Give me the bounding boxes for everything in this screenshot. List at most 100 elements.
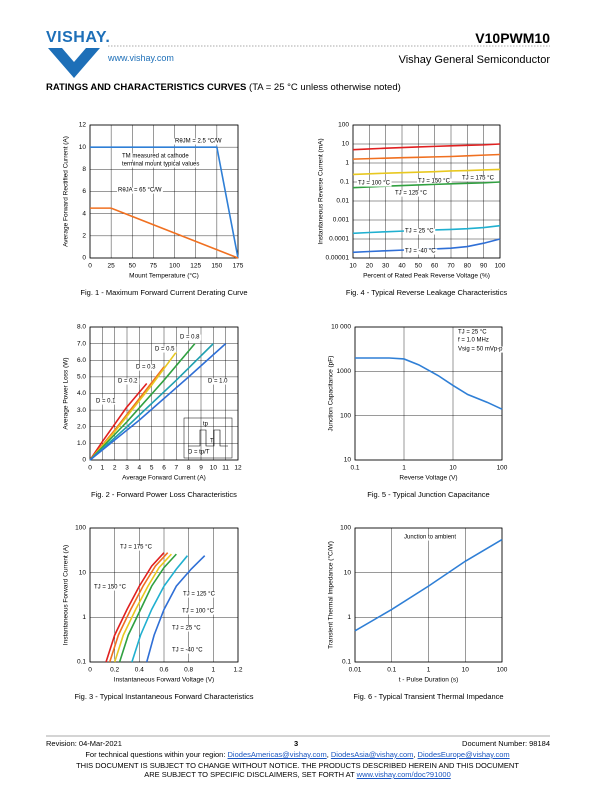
label-bg [171,647,205,654]
label-bg [93,584,128,591]
logo-mark [62,48,86,62]
x-axis-label: Mount Temperature (°C) [129,272,199,280]
email[interactable]: DiodesEurope@vishay.com [417,750,510,759]
label-bg [403,534,458,541]
series-line [89,383,148,461]
figure-caption: Fig. 1 - Maximum Forward Current Deratin… [80,288,247,297]
x-tick-label: 7 [175,465,179,472]
x-tick-label: 1.2 [233,667,242,674]
x-tick-label: 1 [212,667,216,674]
url[interactable]: www.vishay.com [108,53,174,63]
figure-caption: Fig. 5 - Typical Junction Capacitance [367,490,489,499]
x-tick-label: 75 [150,263,158,270]
series-label: TJ = 175 °C [462,176,495,182]
y-tick-label: 8 [82,166,86,173]
inset-wave [188,429,228,447]
x-tick-label: 5 [150,465,154,472]
label-bg [95,398,118,405]
disclaimer: THIS DOCUMENT IS SUBJECT TO CHANGE WITHO… [76,761,519,770]
y-axis-label: Average Forward Rectified Current (A) [63,136,70,247]
y-tick-label: 1 [345,160,349,167]
y-tick-label: 1.0 [77,440,86,447]
x-tick-label: 1 [427,667,431,674]
x-tick-label: 0.6 [159,667,168,674]
x-tick-label: 0.1 [387,667,396,674]
annotation: terminal mount typical values [122,162,199,168]
label-bg [461,175,496,182]
part-number: V10PWM10 [475,30,550,46]
y-tick-label: 0 [82,457,86,464]
label-bg [417,178,452,185]
x-tick-label: 0 [88,465,92,472]
series-label: TJ = 150 °C [418,179,451,185]
series-line [352,143,501,151]
series-line [105,552,165,663]
x-axis-label: Reverse Voltage (V) [399,475,457,482]
x-tick-label: 1 [101,465,105,472]
annotation: TM measured at cathode [122,154,189,160]
x-tick-label: 0.2 [110,667,119,674]
x-tick-label: 6 [162,465,166,472]
x-tick-label: 10 [462,667,470,674]
y-tick-label: 10 [342,141,350,148]
y-tick-label: 0.1 [77,659,86,666]
section-heading: RATINGS AND CHARACTERISTICS CURVES [46,82,247,93]
x-tick-label: 0 [88,667,92,674]
x-tick-label: 100 [497,465,508,472]
series-label: TJ = 100 °C [358,181,391,187]
label-bg [357,180,392,187]
x-tick-label: 100 [495,263,506,270]
y-tick-label: 1 [82,614,86,621]
section-condition: (TA = 25 °C unless otherwise noted) [249,82,401,93]
annotation: D = tp/T [188,450,210,456]
y-tick-label: 0.01 [336,198,349,205]
y-tick-label: 100 [340,525,351,532]
y-axis-label: Transient Thermal Impedance (°C/W) [327,541,335,649]
series-line [131,555,189,663]
series-line [113,553,172,663]
label-bg [181,608,216,615]
annotation: f = 1.0 MHz [458,338,489,344]
y-tick-label: 10 [79,569,87,576]
label-bg [394,190,429,197]
x-tick-label: 0.4 [135,667,144,674]
label-bg [457,329,489,336]
label-bg [119,544,154,551]
x-axis-label: t - Pulse Duration (s) [399,677,459,684]
series-line [90,207,239,259]
x-tick-label: 1 [402,465,406,472]
email[interactable]: DiodesAmericas@vishay.com [227,750,327,759]
y-tick-label: 6.0 [77,357,86,364]
series-line [354,538,503,632]
x-axis-label: Percent of Rated Peak Reverse Voltage (%… [363,273,490,280]
x-tick-label: 50 [129,263,137,270]
label-bg [135,364,158,371]
y-tick-label: 6 [82,188,86,195]
x-axis-label: Instantaneous Forward Voltage (V) [114,677,214,684]
x-tick-label: 125 [190,263,201,270]
series-line [90,146,239,259]
x-tick-label: 2 [113,465,117,472]
series-label: RθJA = 65 °C/W [118,188,162,194]
y-tick-label: 10 [344,569,352,576]
x-tick-label: 0 [88,263,92,270]
series-label: D = 1.0 [208,379,228,385]
disclaimer-link[interactable]: www.vishay.com/doc?91000 [356,770,451,779]
x-tick-label: 90 [480,263,488,270]
x-tick-label: 20 [366,263,374,270]
x-tick-label: 175 [233,263,244,270]
label-bg [117,187,163,194]
y-tick-label: 8.0 [77,324,86,331]
series-label: D = 0.5 [155,347,175,353]
y-tick-label: 10 [344,457,352,464]
series-line [108,552,169,663]
y-tick-label: 100 [338,122,349,129]
series-label: TJ = 25 °C [405,229,434,235]
series-line [145,555,206,663]
label-bg [457,346,505,353]
email[interactable]: DiodesAsia@vishay.com [330,750,414,759]
x-tick-label: 50 [415,263,423,270]
label-bg [174,138,223,145]
series-label: D = 0.1 [96,399,116,405]
label-bg [182,591,217,598]
